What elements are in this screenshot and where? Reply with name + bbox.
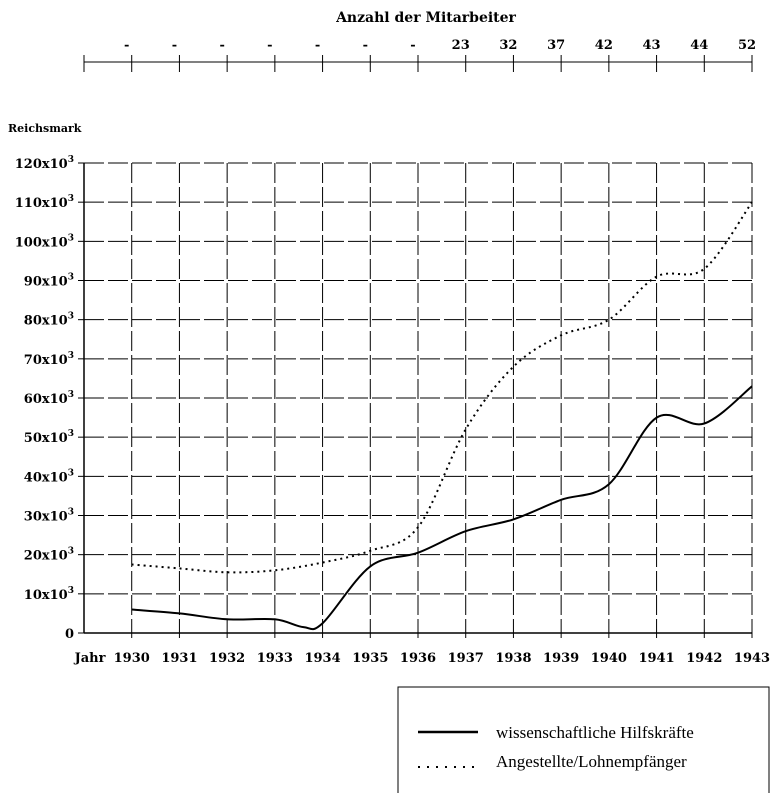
x-tick-label: 1941 bbox=[638, 651, 674, 666]
y-tick-label: 40x103 bbox=[24, 468, 74, 485]
top-axis-title: Anzahl der Mitarbeiter bbox=[335, 10, 516, 26]
y-tick-label: 100x103 bbox=[15, 233, 74, 250]
x-tick-label: 1932 bbox=[209, 651, 245, 666]
x-tick-label: 1939 bbox=[543, 651, 579, 666]
top-axis-label: - bbox=[315, 38, 320, 53]
top-axis-label: 43 bbox=[643, 38, 661, 53]
top-axis-label: - bbox=[124, 38, 129, 53]
legend-box bbox=[397, 686, 770, 793]
top-axis-label: - bbox=[219, 38, 224, 53]
legend-label-hilfskraefte: wissenschaftliche Hilfskräfte bbox=[496, 723, 694, 742]
grid bbox=[84, 162, 753, 633]
y-tick-label: 120x103 bbox=[15, 155, 74, 172]
x-tick-label: 1937 bbox=[448, 651, 484, 666]
y-tick-label: 60x103 bbox=[24, 390, 74, 407]
x-tick-label: 1931 bbox=[161, 651, 197, 666]
x-tick-label: 1933 bbox=[257, 651, 293, 666]
y-tick-label: 30x103 bbox=[24, 508, 74, 525]
top-axis-label: - bbox=[172, 38, 177, 53]
x-tick-label: 1942 bbox=[686, 651, 722, 666]
legend-label-angestellte: Angestellte/Lohnempfänger bbox=[496, 752, 687, 771]
y-tick-label: 20x103 bbox=[24, 547, 74, 564]
top-axis-label: 37 bbox=[547, 38, 565, 53]
x-tick-label: 1936 bbox=[400, 651, 436, 666]
top-axis-label: 52 bbox=[738, 38, 756, 53]
top-axis-label: 42 bbox=[595, 38, 613, 53]
y-axis-ticks: 0 10x103 20x103 30x103 40x103 50x103 60x103 70x… bbox=[15, 155, 84, 642]
top-axis: -------2332374243445255 bbox=[83, 38, 756, 72]
x-tick-label: 1938 bbox=[495, 651, 531, 666]
series-group bbox=[131, 201, 753, 631]
x-tick-label: 1934 bbox=[304, 651, 340, 666]
y-axis-title: Reichsmark bbox=[8, 122, 82, 135]
top-axis-label: 32 bbox=[499, 38, 517, 53]
y-tick-label: 70x103 bbox=[24, 351, 74, 368]
y-tick-label: 80x103 bbox=[24, 312, 74, 329]
legend: wissenschaftliche Hilfskräfte Angestellt… bbox=[397, 686, 770, 793]
top-axis-label: - bbox=[410, 38, 415, 53]
x-axis-title: Jahr bbox=[74, 651, 106, 666]
x-tick-label: 1935 bbox=[352, 651, 388, 666]
top-axis-label: - bbox=[267, 38, 272, 53]
x-tick-label: 1940 bbox=[591, 651, 627, 666]
y-tick-label: 90x103 bbox=[24, 273, 74, 290]
top-axis-label: 44 bbox=[690, 38, 708, 53]
y-tick-label: 110x103 bbox=[15, 194, 74, 211]
y-tick-label: 50x103 bbox=[24, 429, 74, 446]
y-tick-label: 0 bbox=[65, 627, 74, 642]
x-axis-ticks: 1930 1931 1932 1933 1934 1935 1936 1937 1938 1939… bbox=[114, 633, 770, 666]
top-axis-label: - bbox=[363, 38, 368, 53]
y-tick-label: 10x103 bbox=[24, 586, 74, 603]
x-tick-label: 1930 bbox=[114, 651, 150, 666]
top-axis-label: 23 bbox=[452, 38, 470, 53]
series-line-angestellte bbox=[131, 201, 753, 574]
x-tick-label: 1943 bbox=[734, 651, 770, 666]
series-line-hilfskraefte bbox=[131, 385, 753, 631]
